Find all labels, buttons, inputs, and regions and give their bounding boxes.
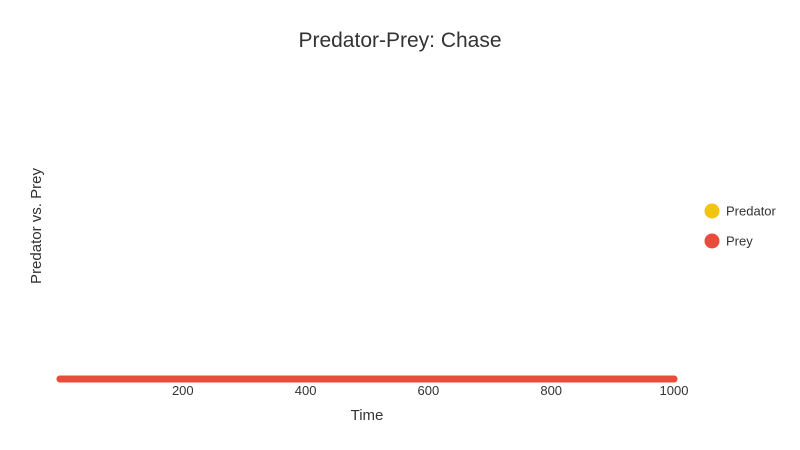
legend-label: Prey [726, 234, 753, 249]
x-tick-label: 1000 [660, 383, 689, 398]
x-tick-label: 600 [418, 383, 440, 398]
x-axis-ticks: 200 400 600 800 1000 [172, 383, 689, 398]
legend-label: Predator [726, 204, 777, 219]
x-axis-label: Time [351, 407, 384, 424]
legend: Predator Prey [704, 203, 777, 249]
x-tick-label: 400 [295, 383, 317, 398]
x-tick-label: 800 [540, 383, 562, 398]
legend-swatch-icon [704, 233, 720, 249]
legend-item-predator[interactable]: Predator [704, 203, 777, 219]
legend-swatch-icon [704, 203, 720, 219]
x-tick-label: 200 [172, 383, 194, 398]
chart-title: Predator-Prey: Chase [298, 29, 501, 52]
y-axis-label: Predator vs. Prey [28, 168, 45, 284]
legend-item-prey[interactable]: Prey [704, 233, 754, 249]
